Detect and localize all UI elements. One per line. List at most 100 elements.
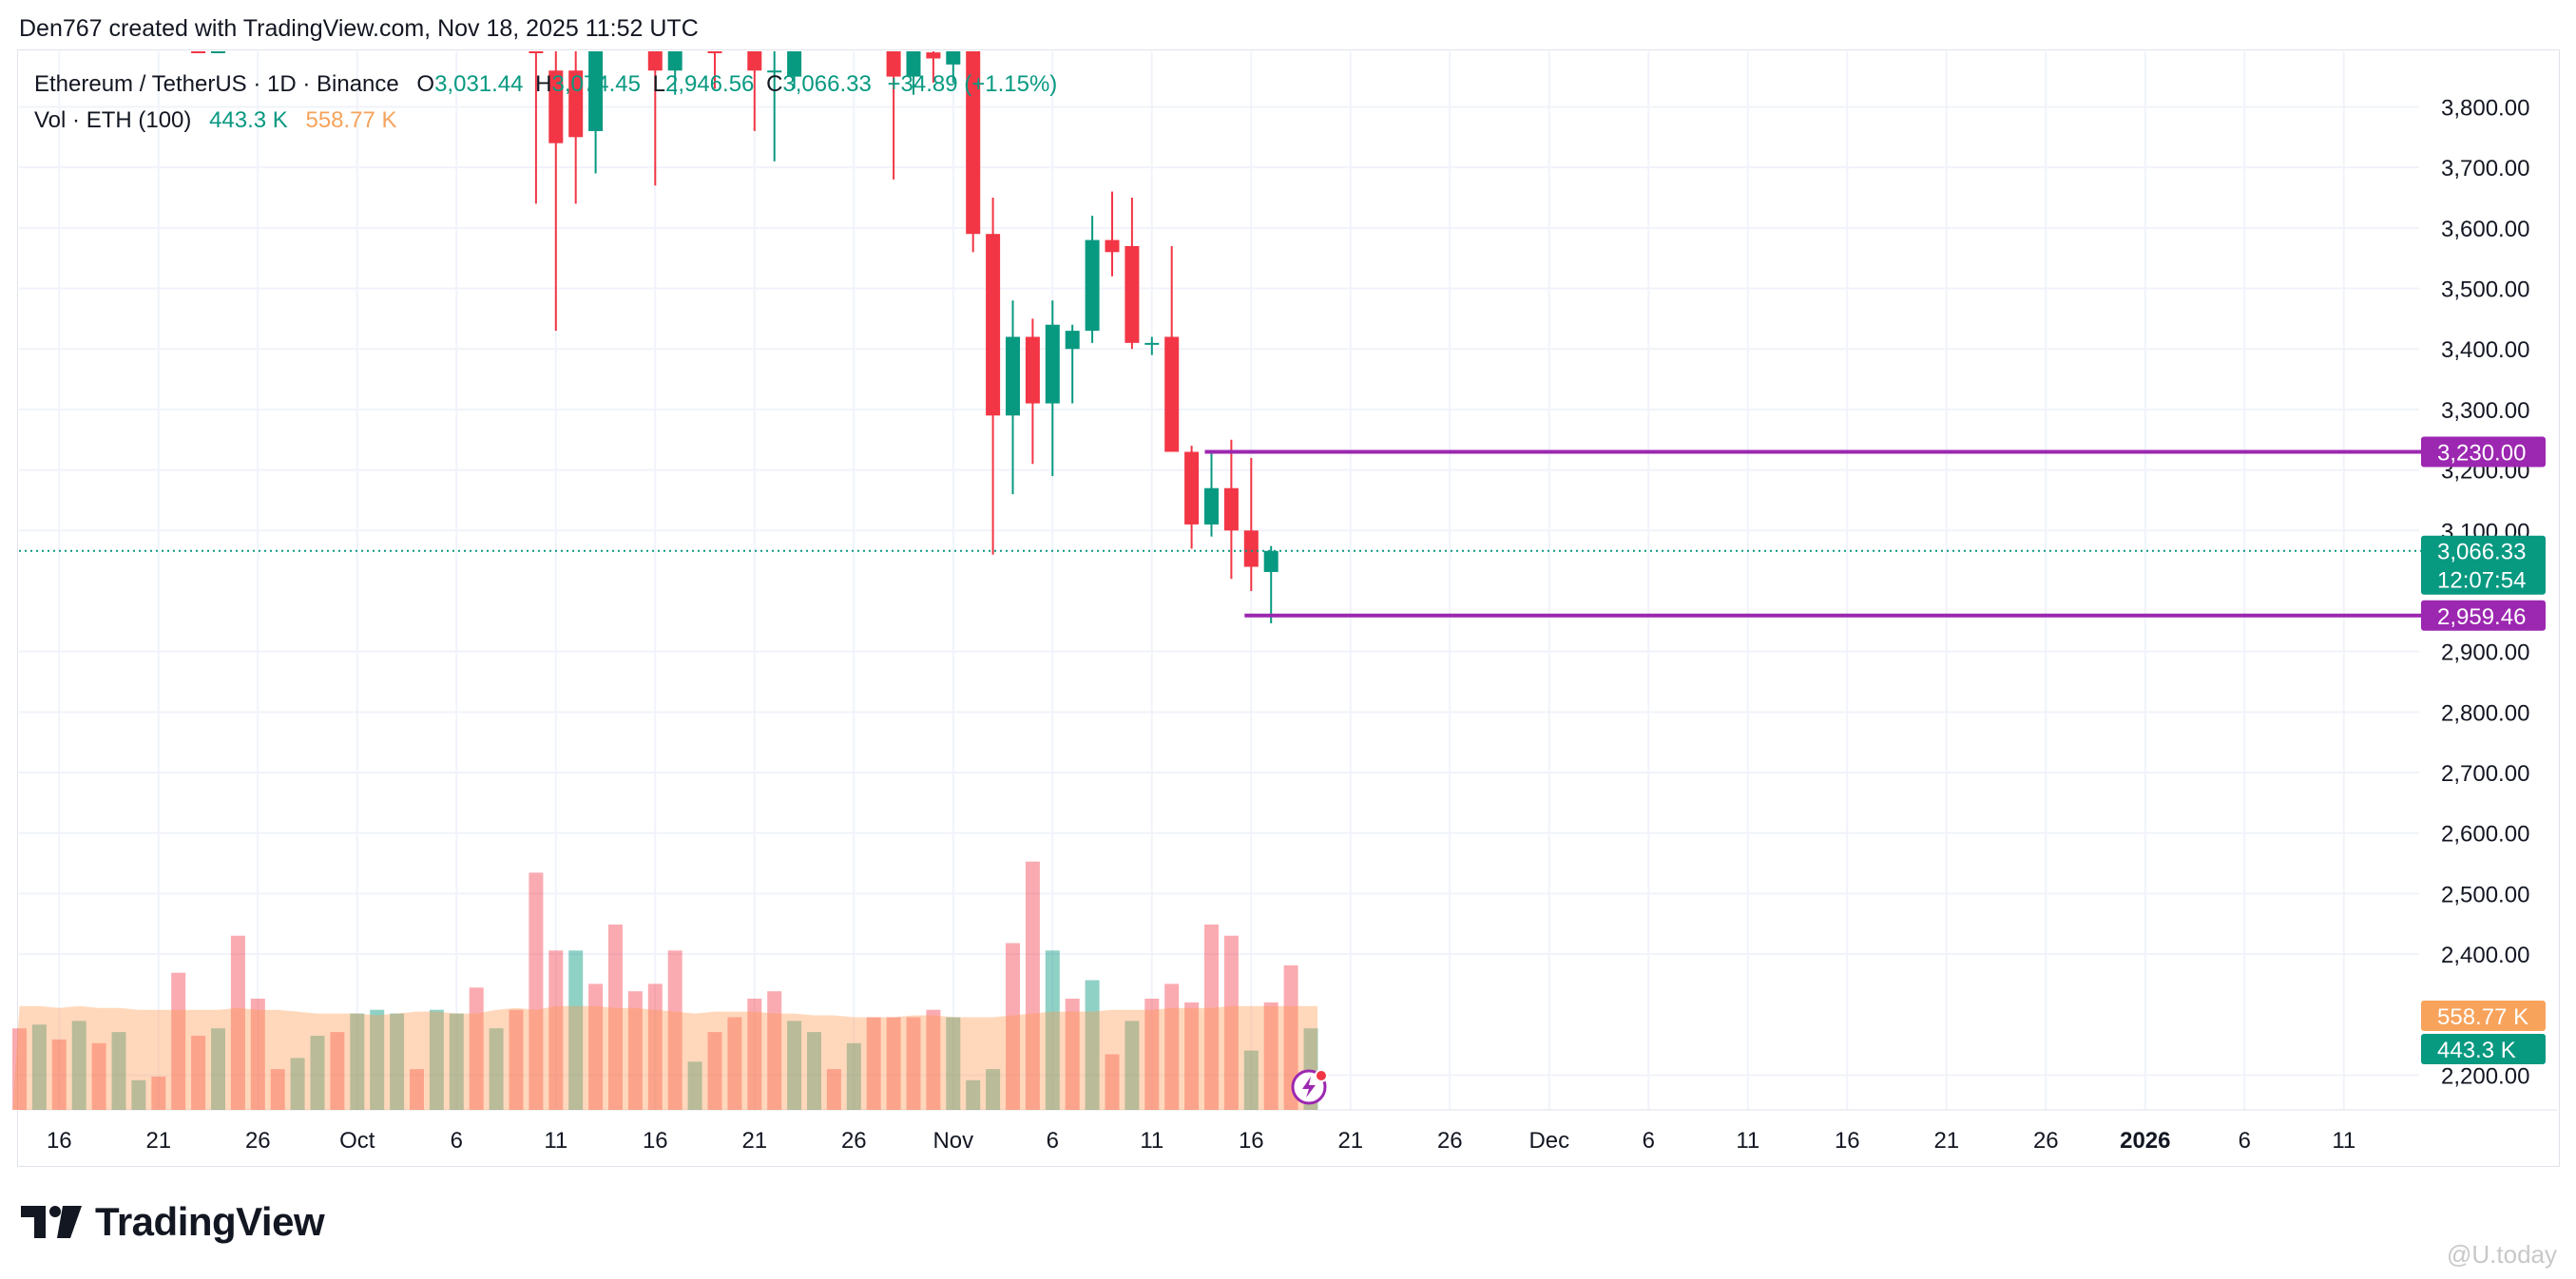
volume-bar — [807, 1032, 821, 1110]
volume-bar — [1243, 1050, 1259, 1110]
current-price-label-bg — [2421, 535, 2546, 595]
chart-credit: Den767 created with TradingView.com, Nov… — [19, 15, 699, 42]
candle-body — [1045, 324, 1060, 404]
volume-bar — [548, 950, 564, 1110]
volume-bar — [250, 999, 265, 1110]
candle-body — [211, 51, 225, 53]
candle-body — [667, 51, 682, 71]
volume-bar — [986, 1069, 1001, 1110]
time-tick-label: 26 — [245, 1128, 271, 1154]
level-price-label-text: 2,959.46 — [2437, 604, 2526, 630]
volume-bar — [787, 1021, 802, 1110]
volume-bar — [12, 1028, 27, 1110]
time-tick-label: Nov — [932, 1128, 973, 1154]
volume-value: 443.3 K — [209, 107, 288, 133]
chart-frame[interactable] — [17, 49, 2560, 1167]
candle-body — [767, 70, 782, 73]
time-tick-label: 6 — [451, 1128, 463, 1154]
volume-bar — [906, 1017, 921, 1110]
flash-icon-bolt — [1302, 1077, 1316, 1098]
candle-body — [529, 51, 544, 53]
volume-bar — [727, 1017, 742, 1110]
price-tick-label: 2,500.00 — [2441, 882, 2529, 907]
time-tick-label: 21 — [1337, 1128, 1363, 1154]
volume-bar — [886, 1017, 901, 1110]
candle-body — [1025, 336, 1040, 404]
volume-bar — [390, 1013, 405, 1110]
candle-body — [1125, 245, 1140, 343]
volume-bar — [568, 950, 584, 1110]
price-tick-label: 2,800.00 — [2441, 700, 2529, 726]
volume-bar — [826, 1069, 841, 1110]
candle-body — [1105, 239, 1120, 253]
volume-bar — [151, 1076, 166, 1110]
candle-body — [1263, 550, 1278, 572]
volume-label[interactable]: Vol · ETH (100) — [34, 107, 192, 133]
legend-volume-row: Vol · ETH (100) 443.3 K 558.77 K — [34, 103, 1057, 139]
tradingview-logo-icon — [21, 1206, 82, 1238]
time-tick-label: 11 — [1140, 1128, 1163, 1154]
volume-bar — [647, 983, 663, 1110]
candle-body — [548, 70, 564, 143]
volume-bar — [429, 1009, 444, 1110]
time-tick-label: 21 — [1933, 1128, 1959, 1154]
low-label: L — [652, 71, 665, 97]
volume-ma-label: 558.77 K — [2421, 1001, 2546, 1031]
time-tick-label: 16 — [1239, 1128, 1264, 1154]
time-axis: 16 21 26 Oct 6 11 16 21 26 Nov 6 11 16 21 26 Dec 6 11 16 21… — [47, 1128, 2355, 1154]
time-tick-label: 6 — [1047, 1128, 1059, 1154]
candle-body — [588, 51, 604, 131]
volume-bar — [410, 1069, 424, 1110]
volume-bar — [1263, 1002, 1278, 1110]
volume-bar — [608, 925, 623, 1110]
volume-bar — [529, 872, 544, 1110]
level-price-label: 2,959.46 — [2421, 600, 2546, 631]
candle-body — [946, 51, 961, 65]
open-value: 3,031.44 — [434, 71, 524, 97]
volume-bar — [449, 1013, 464, 1110]
volume-ma-label-text: 558.77 K — [2437, 1004, 2528, 1030]
volume-bar — [667, 950, 682, 1110]
symbol-title[interactable]: Ethereum / TetherUS · 1D · Binance — [34, 71, 399, 97]
candle-body — [647, 51, 663, 71]
volume-bar — [1025, 861, 1040, 1110]
volume-bar — [747, 999, 762, 1110]
level-price-label-bg — [2421, 436, 2546, 468]
volume-bar — [370, 1009, 385, 1110]
volume-ma-area — [12, 1005, 1317, 1110]
open-label: O — [416, 71, 435, 97]
current-price-label-text: 12:07:54 — [2437, 568, 2526, 594]
time-tick-label: Oct — [339, 1128, 375, 1154]
volume-bar — [469, 987, 484, 1110]
candle-body — [886, 51, 901, 77]
volume-bar — [1283, 964, 1298, 1110]
volume-last-label: 443.3 K — [2421, 1034, 2546, 1064]
time-tick-label: 21 — [145, 1128, 171, 1154]
volume-bar — [211, 1028, 225, 1110]
price-tick-label: 2,200.00 — [2441, 1064, 2529, 1090]
high-value: 3,074.45 — [551, 71, 641, 97]
candle-body — [1204, 487, 1219, 525]
volume-bar — [91, 1042, 106, 1110]
grid-lines — [19, 51, 2557, 1111]
price-tick-label: 2,400.00 — [2441, 943, 2529, 968]
volume-bar — [1164, 983, 1180, 1110]
candle-body — [1223, 487, 1239, 531]
volume-bar — [230, 935, 245, 1110]
time-tick-label: 11 — [2332, 1128, 2355, 1154]
candle-body — [966, 51, 981, 235]
candle-body — [906, 51, 921, 77]
volume-bar — [131, 1079, 146, 1110]
candle-body — [1065, 331, 1080, 350]
time-tick-label: 11 — [1736, 1128, 1759, 1154]
tradingview-logo[interactable]: TradingView — [21, 1199, 325, 1245]
volume-bar — [1006, 943, 1020, 1110]
low-value: 2,946.56 — [664, 71, 755, 97]
volume-bar — [489, 1028, 504, 1110]
volume-bar — [588, 983, 604, 1110]
price-tick-label: 3,400.00 — [2441, 337, 2529, 363]
watermark: @U.today — [2447, 1240, 2557, 1269]
volume-bar — [171, 972, 186, 1110]
volume-bar — [627, 991, 643, 1110]
